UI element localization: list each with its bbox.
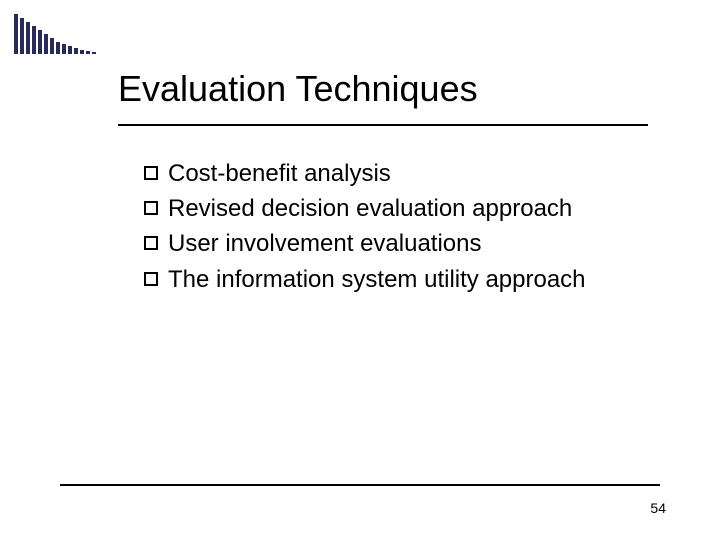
bullet-list: Cost-benefit analysis Revised decision e… <box>144 158 664 299</box>
bullet-text: Cost-benefit analysis <box>168 158 391 189</box>
list-item: User involvement evaluations <box>144 228 664 259</box>
checkbox-icon <box>144 236 158 250</box>
checkbox-icon <box>144 272 158 286</box>
bullet-text: User involvement evaluations <box>168 228 482 259</box>
top-decoration <box>14 14 96 54</box>
slide-title: Evaluation Techniques <box>118 68 478 110</box>
bullet-text: Revised decision evaluation approach <box>168 193 572 224</box>
title-underline <box>118 124 648 126</box>
list-item: Revised decision evaluation approach <box>144 193 664 224</box>
bullet-text: The information system utility approach <box>168 264 586 295</box>
bottom-rule <box>60 484 660 486</box>
list-item: Cost-benefit analysis <box>144 158 664 189</box>
checkbox-icon <box>144 201 158 215</box>
checkbox-icon <box>144 166 158 180</box>
slide: Evaluation Techniques Cost-benefit analy… <box>0 0 720 540</box>
list-item: The information system utility approach <box>144 264 664 295</box>
page-number: 54 <box>650 500 666 516</box>
